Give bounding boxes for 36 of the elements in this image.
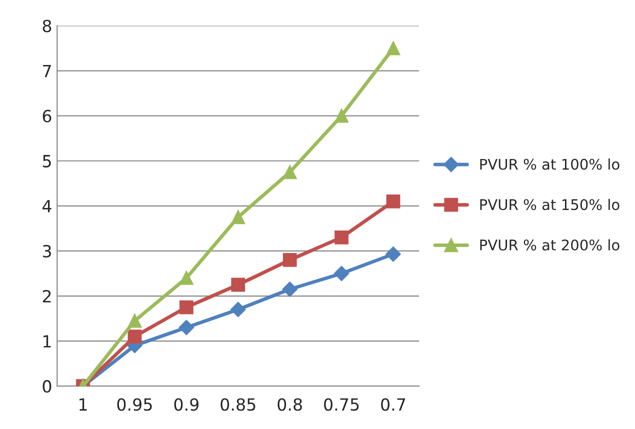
y-tick-label: 5 — [42, 155, 51, 168]
point — [179, 271, 194, 285]
point — [334, 230, 348, 244]
point — [334, 108, 348, 123]
x-tick-label: 0.9 — [174, 398, 198, 411]
x-tick-label: 0.8 — [278, 398, 302, 411]
y-tick-label: 1 — [44, 335, 51, 348]
x-tick-label: 0.95 — [117, 398, 152, 411]
y-tick-label: 0 — [42, 380, 52, 393]
y-tick-label: 6 — [42, 110, 52, 122]
point — [178, 320, 194, 336]
y-tick-label: 4 — [42, 200, 52, 212]
x-tick-label: 0.75 — [324, 398, 359, 411]
y-tick-label: 3 — [42, 244, 51, 258]
legend-label: PVUR % at 100% lo — [480, 158, 620, 170]
x-tick-label: 1 — [80, 398, 87, 411]
point — [128, 314, 142, 328]
point — [386, 246, 401, 262]
legend-label: PVUR % at 150% lo — [480, 198, 620, 210]
y-tick-label: 8 — [42, 20, 52, 32]
point — [282, 165, 297, 180]
point — [386, 41, 400, 56]
point — [230, 302, 246, 318]
point — [231, 278, 246, 292]
y-tick-label: 2 — [42, 290, 51, 302]
point — [282, 282, 298, 297]
y-tick-label: 7 — [43, 64, 51, 78]
point — [386, 194, 400, 208]
point — [334, 266, 350, 282]
x-tick-label: 0.7 — [381, 398, 406, 411]
legend-label: PVUR % at 200% lo — [480, 239, 620, 251]
point — [128, 330, 142, 344]
point — [231, 210, 246, 224]
x-tick-label: 0.85 — [220, 398, 256, 411]
point — [282, 253, 297, 267]
point — [179, 300, 194, 314]
